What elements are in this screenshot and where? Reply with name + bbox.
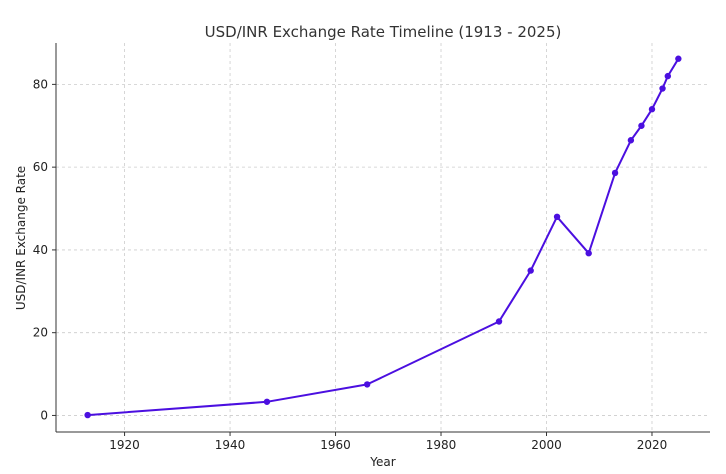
data-point (84, 411, 91, 419)
x-tick-label: 2020 (637, 438, 668, 452)
y-tick-label: 80 (33, 77, 48, 91)
x-tick-label: 1960 (320, 438, 351, 452)
y-tick-label: 0 (40, 408, 48, 422)
data-point (638, 122, 645, 129)
data-point (363, 381, 371, 388)
data-point (495, 318, 503, 325)
y-axis-ticks: 0 20 40 60 80 (33, 77, 56, 422)
x-axis-label: Year (369, 455, 395, 469)
data-point (553, 213, 561, 221)
data-point (263, 398, 271, 405)
y-tick-label: 20 (33, 326, 48, 340)
x-axis-ticks: 1920 1940 1960 1980 2000 2020 (109, 432, 667, 452)
data-point (527, 267, 534, 274)
y-tick-label: 40 (33, 243, 48, 257)
series-group (84, 55, 682, 419)
data-point (627, 137, 635, 144)
data-point (648, 106, 656, 113)
data-point (675, 55, 682, 62)
series-line (87, 58, 680, 417)
data-point (659, 85, 666, 92)
y-axis-label: USD/INR Exchange Rate (14, 166, 28, 310)
x-tick-label: 1980 (426, 438, 457, 452)
grid-lines (56, 43, 710, 432)
y-tick-label: 60 (33, 160, 48, 174)
x-tick-label: 2000 (531, 438, 562, 452)
axes-spines (55, 43, 710, 433)
data-point (611, 169, 619, 177)
data-point (585, 250, 592, 257)
chart-title: USD/INR Exchange Rate Timeline (1913 - 2… (205, 23, 562, 41)
x-tick-label: 1940 (215, 438, 246, 452)
data-point (664, 72, 672, 80)
x-tick-label: 1920 (109, 438, 140, 452)
